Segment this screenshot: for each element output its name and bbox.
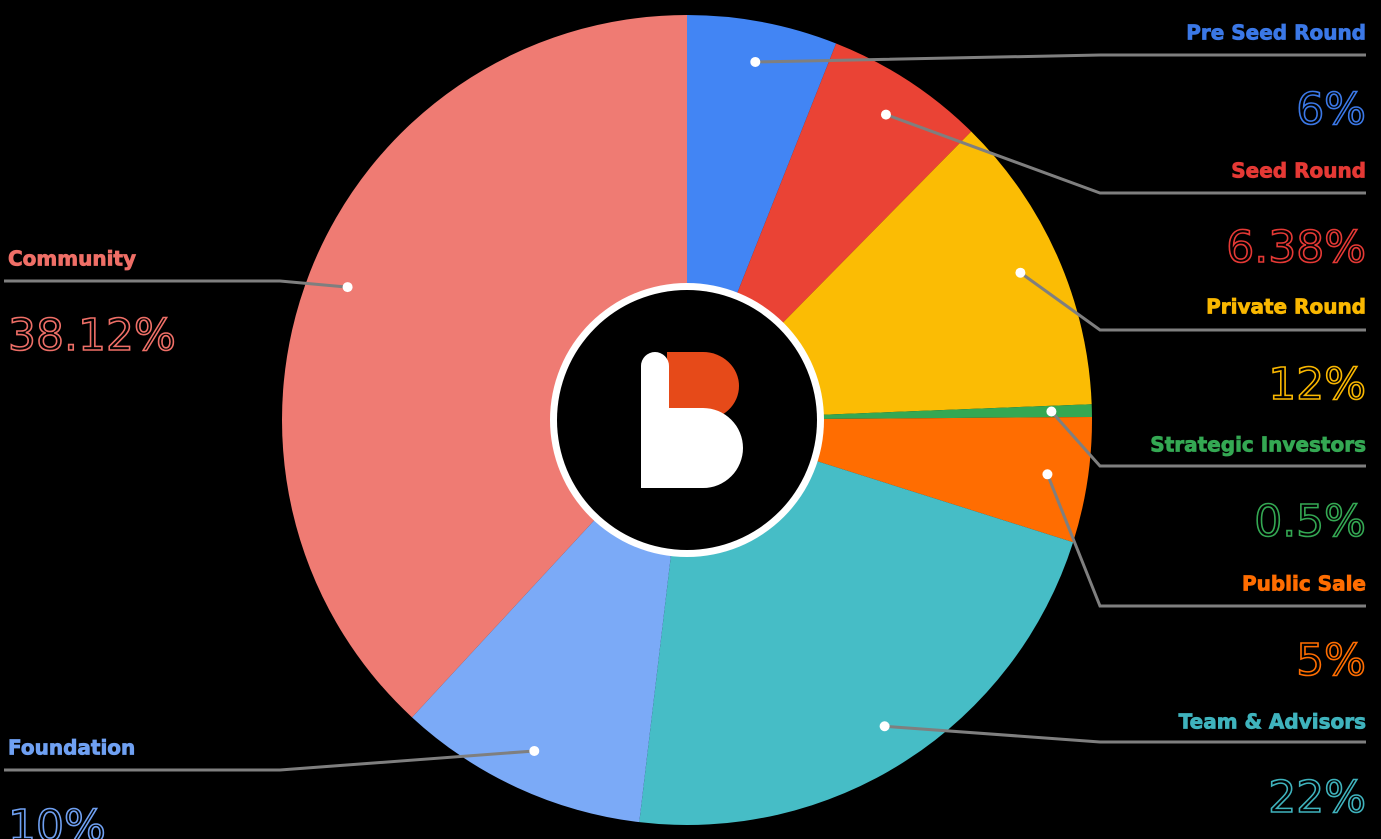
slice-label-seed-round: Seed Round xyxy=(1231,159,1366,183)
slice-value-strategic-investors: 0.5% xyxy=(1254,496,1366,547)
slice-label-private-round: Private Round xyxy=(1206,295,1366,319)
center-logo xyxy=(550,283,824,557)
leader-line-team-and-advisors xyxy=(884,724,1366,744)
slice-value-community: 38.12% xyxy=(8,310,176,361)
leader-dot-strategic-investors xyxy=(1046,406,1057,417)
slice-value-team-and-advisors: 22% xyxy=(1268,772,1366,823)
slice-value-foundation: 10% xyxy=(8,801,106,839)
slice-value-seed-round: 6.38% xyxy=(1226,222,1366,273)
leader-dot-private-round xyxy=(1015,267,1026,278)
leader-line-seed-round xyxy=(885,113,1366,195)
logo-accent-shape xyxy=(667,352,739,420)
slice-value-public-sale: 5% xyxy=(1296,635,1366,686)
leader-line-pre-seed-round xyxy=(755,53,1366,64)
leader-line-strategic-investors xyxy=(1050,410,1366,468)
leader-dot-seed-round xyxy=(880,109,891,120)
slice-label-foundation: Foundation xyxy=(8,736,135,760)
slice-value-pre-seed-round: 6% xyxy=(1296,84,1366,135)
slice-label-public-sale: Public Sale xyxy=(1242,572,1366,596)
leader-dot-public-sale xyxy=(1042,469,1053,480)
slice-label-community: Community xyxy=(8,247,136,271)
pie-slice-community xyxy=(282,15,687,718)
leader-lines-layer xyxy=(4,53,1366,772)
leader-line-foundation xyxy=(4,749,535,772)
logo-letter-b xyxy=(641,352,743,488)
leader-dot-team-and-advisors xyxy=(879,721,890,732)
leader-line-community xyxy=(4,279,348,289)
leader-line-public-sale xyxy=(1046,473,1366,608)
leader-dot-community xyxy=(342,282,353,293)
leader-dot-foundation xyxy=(529,745,540,756)
leader-dot-pre-seed-round xyxy=(750,56,761,67)
labels-layer: Pre Seed Round 6% Seed Round 6.38% Private R… xyxy=(7,20,1367,839)
slice-label-pre-seed-round: Pre Seed Round xyxy=(1186,21,1366,45)
slice-label-team-and-advisors: Team & Advisors xyxy=(1179,710,1366,734)
slice-value-private-round: 12% xyxy=(1268,359,1366,410)
slice-label-strategic-investors: Strategic Investors xyxy=(1150,433,1366,457)
leader-line-private-round xyxy=(1019,271,1366,332)
